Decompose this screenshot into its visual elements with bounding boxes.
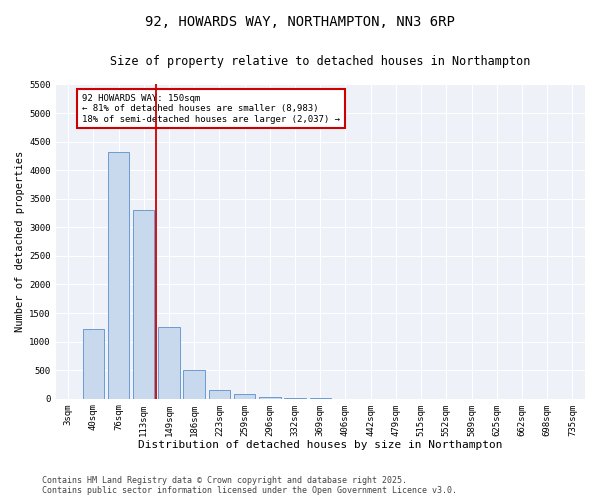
Bar: [133, 210, 154, 398]
Bar: [184, 370, 205, 398]
X-axis label: Distribution of detached houses by size in Northampton: Distribution of detached houses by size …: [138, 440, 503, 450]
Text: 92, HOWARDS WAY, NORTHAMPTON, NN3 6RP: 92, HOWARDS WAY, NORTHAMPTON, NN3 6RP: [145, 15, 455, 29]
Bar: [209, 390, 230, 398]
Bar: [108, 152, 129, 398]
Bar: [83, 329, 104, 398]
Text: 92 HOWARDS WAY: 150sqm
← 81% of detached houses are smaller (8,983)
18% of semi-: 92 HOWARDS WAY: 150sqm ← 81% of detached…: [82, 94, 340, 124]
Title: Size of property relative to detached houses in Northampton: Size of property relative to detached ho…: [110, 55, 530, 68]
Bar: [158, 328, 180, 398]
Text: Contains HM Land Registry data © Crown copyright and database right 2025.
Contai: Contains HM Land Registry data © Crown c…: [42, 476, 457, 495]
Bar: [234, 394, 256, 398]
Bar: [259, 397, 281, 398]
Y-axis label: Number of detached properties: Number of detached properties: [15, 151, 25, 332]
